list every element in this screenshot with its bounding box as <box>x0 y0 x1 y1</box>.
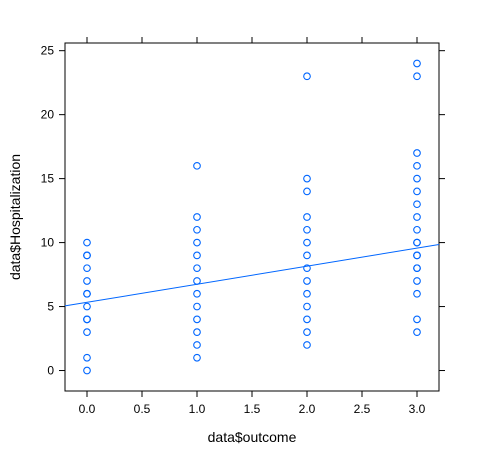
x-tick-label: 2.0 <box>299 402 316 416</box>
y-tick-label: 20 <box>41 108 55 122</box>
data-points <box>83 59 421 375</box>
x-tick-label: 0.0 <box>79 402 96 416</box>
data-point <box>413 277 421 285</box>
data-point <box>193 225 201 234</box>
data-point <box>83 238 91 247</box>
data-point <box>303 264 311 273</box>
regression-line <box>64 244 440 307</box>
data-point <box>83 277 91 285</box>
data-point <box>193 251 201 260</box>
data-point <box>303 315 311 324</box>
data-point <box>413 200 421 209</box>
data-point <box>193 161 201 170</box>
data-point <box>413 187 421 196</box>
data-point <box>413 225 421 234</box>
data-point <box>303 289 311 298</box>
data-point <box>83 289 91 298</box>
regression-line-group <box>64 244 440 307</box>
data-point <box>83 328 91 336</box>
data-point <box>193 353 201 362</box>
y-tick-label: 0 <box>47 364 54 378</box>
data-point <box>193 315 201 324</box>
data-point <box>303 174 311 183</box>
data-point <box>193 238 201 247</box>
data-point <box>83 251 91 260</box>
data-point <box>303 341 311 349</box>
data-point <box>413 315 421 324</box>
data-point <box>303 213 311 221</box>
x-tick-label: 1.0 <box>189 402 206 416</box>
y-axis-title: data$Hospitalization <box>7 154 23 280</box>
x-tick-label: 3.0 <box>409 402 426 416</box>
data-point <box>83 264 91 273</box>
data-point <box>193 328 201 336</box>
data-point <box>413 264 421 273</box>
data-point <box>413 251 421 260</box>
data-point <box>193 341 201 349</box>
data-point <box>413 72 421 81</box>
data-point <box>413 289 421 298</box>
y-axis-ticks: 0 5 10 15 20 25 <box>41 44 445 378</box>
data-point <box>303 72 311 81</box>
x-axis-title: data$outcome <box>208 429 297 445</box>
data-point <box>303 277 311 285</box>
data-point <box>303 302 311 311</box>
y-tick-label: 10 <box>41 236 55 250</box>
data-point <box>303 238 311 247</box>
data-point <box>413 238 421 247</box>
data-point <box>303 187 311 196</box>
x-tick-label: 1.5 <box>244 402 261 416</box>
data-point <box>193 277 201 285</box>
data-point <box>193 213 201 221</box>
y-tick-label: 25 <box>41 44 55 58</box>
data-point <box>303 328 311 336</box>
x-axis-ticks: 0.0 0.5 1.0 1.5 2.0 2.5 3.0 <box>79 37 426 416</box>
data-point <box>83 302 91 311</box>
data-point <box>303 251 311 260</box>
data-point <box>193 289 201 298</box>
data-point <box>413 213 421 221</box>
data-point <box>83 366 91 375</box>
plot-frame <box>64 42 440 392</box>
y-tick-label: 15 <box>41 172 55 186</box>
y-tick-label: 5 <box>47 300 54 314</box>
data-point <box>413 328 421 336</box>
data-point <box>413 59 421 68</box>
data-point <box>83 315 91 324</box>
data-point <box>413 149 421 157</box>
x-tick-label: 0.5 <box>134 402 151 416</box>
data-point <box>413 174 421 183</box>
data-point <box>413 161 421 170</box>
data-point <box>193 302 201 311</box>
data-point <box>303 225 311 234</box>
data-point <box>83 353 91 362</box>
x-tick-label: 2.5 <box>354 402 371 416</box>
data-point <box>193 264 201 273</box>
